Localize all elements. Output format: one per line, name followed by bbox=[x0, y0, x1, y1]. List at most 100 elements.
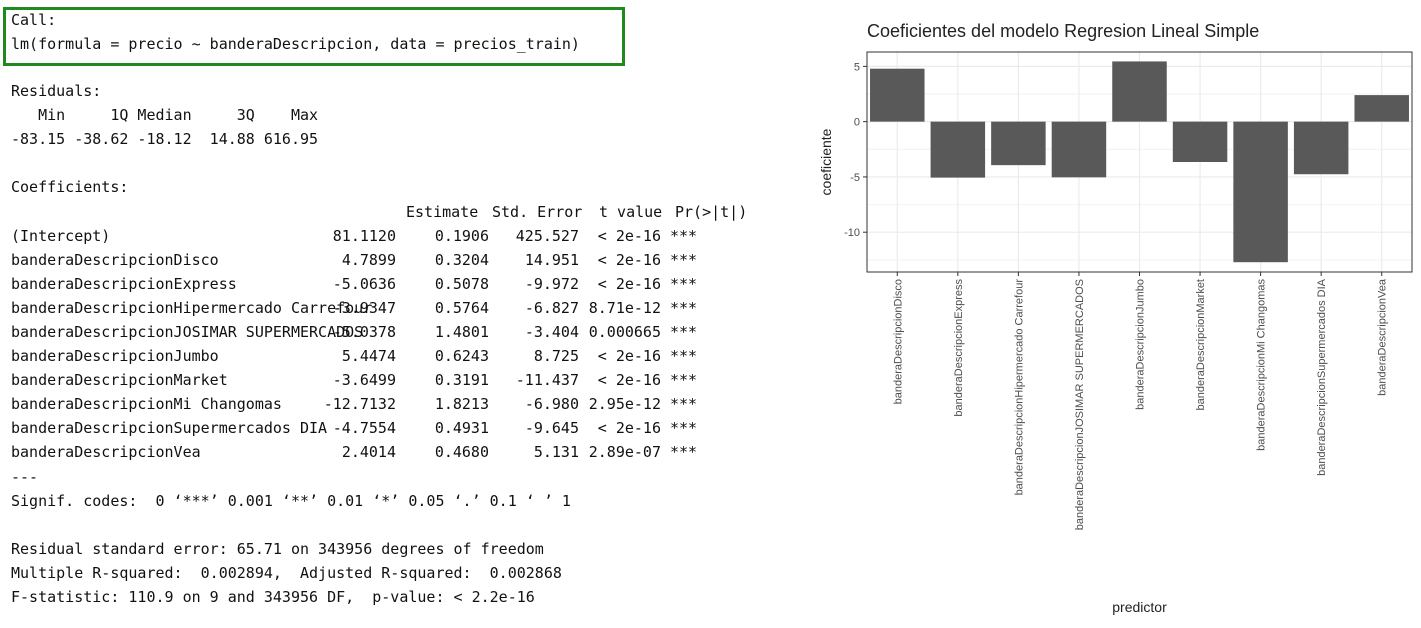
coef-p-value: 8.71e-12 bbox=[588, 299, 661, 317]
coef-t-value: -3.404 bbox=[524, 323, 579, 341]
coef-std-error: 0.3204 bbox=[434, 251, 489, 269]
coef-t-value: -11.437 bbox=[515, 371, 579, 389]
bar-banderadescripcionvea bbox=[1354, 95, 1409, 122]
coef-name: banderaDescripcionJumbo bbox=[11, 347, 219, 365]
coef-estimate: -3.6499 bbox=[332, 371, 396, 389]
y-tick-label: 0 bbox=[854, 117, 860, 129]
coef-std-error: 0.3191 bbox=[434, 371, 489, 389]
coef-p-value: < 2e-16 bbox=[597, 251, 661, 269]
x-tick-label: banderaDescripcionSupermercados DIA bbox=[1316, 278, 1328, 476]
coef-signif: *** bbox=[670, 347, 698, 365]
signif-codes: Signif. codes: 0 ‘***’ 0.001 ‘**’ 0.01 ‘… bbox=[11, 492, 571, 510]
coef-t-value: -9.645 bbox=[524, 419, 579, 437]
bar-banderadescripcionhipermercado-carrefour bbox=[991, 121, 1046, 166]
coef-estimate: 2.4014 bbox=[341, 443, 396, 461]
coefficient-bar-chart: Coeficientes del modelo Regresion Lineal… bbox=[815, 0, 1421, 628]
f-statistic: F-statistic: 110.9 on 9 and 343956 DF, p… bbox=[11, 588, 535, 606]
call-label: Call: bbox=[11, 11, 57, 29]
coef-name: banderaDescripcionExpress bbox=[11, 275, 237, 293]
coef-p-value: < 2e-16 bbox=[597, 275, 661, 293]
y-tick-label: -5 bbox=[850, 172, 860, 184]
coef-name: banderaDescripcionMarket bbox=[11, 371, 228, 389]
coef-signif: *** bbox=[670, 395, 698, 413]
coef-p-value: 0.000665 bbox=[588, 323, 661, 341]
coef-signif: *** bbox=[670, 227, 698, 245]
bar-banderadescripcionexpress bbox=[930, 121, 986, 178]
coef-p-value: < 2e-16 bbox=[597, 419, 661, 437]
r-squared-text: Multiple R-squared: 0.002894, Adjusted R… bbox=[11, 564, 571, 582]
coef-name: banderaDescripcionHipermercado Carrefour bbox=[11, 299, 373, 317]
coef-name: banderaDescripcionSupermercados DIA bbox=[11, 419, 328, 437]
x-tick-label: banderaDescripcionJumbo bbox=[1135, 279, 1147, 410]
coefficients-label: Coefficients: bbox=[11, 178, 129, 196]
coef-estimate: -5.0636 bbox=[332, 275, 396, 293]
coef-signif: *** bbox=[670, 371, 698, 389]
coef-t-value: -6.980 bbox=[524, 395, 579, 413]
axis-layer: 5 0 -5 -10 banderaDescripcionDisco banderaDes… bbox=[844, 61, 1389, 530]
panel-border bbox=[866, 51, 1413, 273]
coef-std-error: 0.1906 bbox=[434, 227, 489, 245]
coef-t-value: 14.951 bbox=[524, 251, 579, 269]
coef-estimate: 4.7899 bbox=[341, 251, 396, 269]
bar-banderadescripcionsupermercados-dia bbox=[1293, 121, 1349, 175]
coef-estimate: -3.9347 bbox=[332, 299, 396, 317]
x-tick-label: banderaDescripcionHipermercado Carrefour bbox=[1013, 279, 1025, 496]
coef-std-error: 1.4801 bbox=[434, 323, 489, 341]
coef-t-value: 5.131 bbox=[533, 443, 579, 461]
coef-estimate: -12.7132 bbox=[323, 395, 396, 413]
coef-std-error: 0.6243 bbox=[434, 347, 489, 365]
residuals-label: Residuals: bbox=[11, 82, 102, 100]
coef-std-error: 0.5078 bbox=[434, 275, 489, 293]
x-tick-label: banderaDescripcionExpress bbox=[953, 279, 965, 417]
residuals-values: -83.15 -38.62 -18.12 14.88 616.95 bbox=[11, 130, 328, 148]
coef-signif: *** bbox=[670, 443, 698, 461]
coef-t-value: -6.827 bbox=[524, 299, 579, 317]
call-formula: lm(formula = precio ~ banderaDescripcion… bbox=[11, 35, 580, 53]
coef-p-value: < 2e-16 bbox=[597, 371, 661, 389]
coef-name: banderaDescripcionVea bbox=[11, 443, 201, 461]
chart-svg: Coeficientes del modelo Regresion Lineal… bbox=[818, 21, 1413, 615]
coef-t-value: 8.725 bbox=[533, 347, 579, 365]
coef-t-value: -9.972 bbox=[524, 275, 579, 293]
coef-header-row: Estimate Std. Error t value Pr(>|t|) bbox=[11, 200, 747, 224]
x-tick-label: banderaDescripcionJOSIMAR SUPERMERCADOS bbox=[1074, 279, 1086, 530]
coef-t-value: 425.527 bbox=[515, 227, 579, 245]
r-squared-line: Multiple R-squared: 0.002894, Adjusted R… bbox=[11, 561, 571, 585]
chart-title: Coeficientes del modelo Regresion Lineal… bbox=[867, 21, 1259, 41]
coef-p-value: 2.95e-12 bbox=[588, 395, 661, 413]
coef-signif: *** bbox=[670, 323, 698, 341]
coef-std-error: 0.4931 bbox=[434, 419, 489, 437]
console-output: Call: lm(formula = precio ~ banderaDescr… bbox=[3, 7, 747, 606]
bar-banderadescripciondisco bbox=[870, 68, 925, 122]
x-tick-label: banderaDescripcionVea bbox=[1377, 278, 1389, 396]
x-tick-label: banderaDescripcionDisco bbox=[892, 279, 904, 404]
bar-banderadescripcionmarket bbox=[1172, 121, 1228, 162]
coef-signif: *** bbox=[670, 299, 698, 317]
residual-standard-error: Residual standard error: 65.71 on 343956… bbox=[11, 540, 544, 558]
x-tick-label: banderaDescripcionMi Changomas bbox=[1256, 279, 1268, 451]
x-axis-label: predictor bbox=[1112, 599, 1167, 615]
coef-std-error: 0.4680 bbox=[434, 443, 489, 461]
bar-layer bbox=[870, 61, 1409, 263]
bar-banderadescripcionmi-changomas bbox=[1233, 121, 1288, 263]
coef-estimate: -4.7554 bbox=[332, 419, 396, 437]
bar-banderadescripcionjumbo bbox=[1112, 61, 1167, 122]
coef-name: banderaDescripcionJOSIMAR SUPERMERCADOS bbox=[11, 323, 364, 341]
call-highlight-box bbox=[3, 7, 625, 66]
coef-signif: *** bbox=[670, 275, 698, 293]
coef-name: banderaDescripcionMi Changomas bbox=[11, 395, 282, 413]
y-tick-label: 5 bbox=[854, 61, 860, 73]
col-std-error: Std. Error bbox=[492, 203, 583, 221]
x-tick-label: banderaDescripcionMarket bbox=[1195, 279, 1207, 410]
residuals-header: Min 1Q Median 3Q Max bbox=[11, 106, 328, 124]
col-t-value: t value bbox=[599, 203, 663, 221]
coef-signif: *** bbox=[670, 419, 698, 437]
col-estimate: Estimate bbox=[406, 203, 479, 221]
coef-std-error: 1.8213 bbox=[434, 395, 489, 413]
coef-name: banderaDescripcionDisco bbox=[11, 251, 219, 269]
y-axis-label: coeficiente bbox=[818, 128, 834, 195]
coef-p-value: 2.89e-07 bbox=[588, 443, 661, 461]
coef-p-value: < 2e-16 bbox=[597, 227, 661, 245]
coef-estimate: 5.4474 bbox=[341, 347, 396, 365]
coef-estimate: 81.1120 bbox=[332, 227, 396, 245]
